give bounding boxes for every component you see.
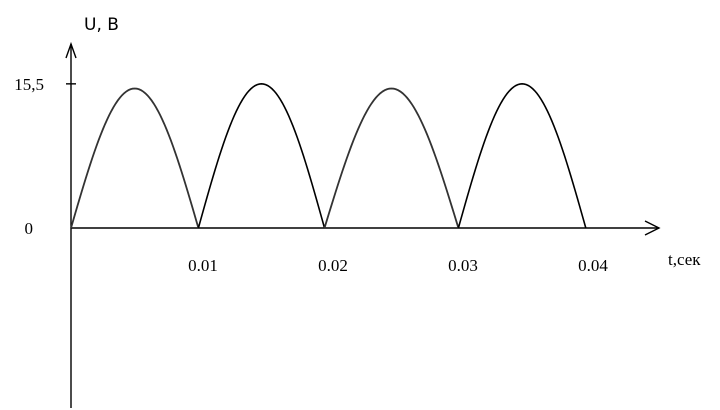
x-tick-label: 0.02 [318, 256, 348, 275]
x-axis-arrow [644, 220, 661, 236]
axes [65, 41, 661, 408]
x-axis-label: t,сек [668, 250, 701, 269]
y-tick-label: 0 [25, 219, 34, 238]
x-tick-label: 0.03 [448, 256, 478, 275]
y-axis-arrow [65, 41, 77, 59]
half-wave-arch-1 [70, 87, 200, 229]
x-tick-label: 0.01 [188, 256, 218, 275]
half-wave-arch-2 [197, 83, 326, 229]
labels: U, В t,сек [84, 15, 701, 269]
y-tick-labels: 015,5 [14, 75, 44, 238]
y-tick-label: 15,5 [14, 75, 44, 94]
x-tick-label: 0.04 [578, 256, 608, 275]
half-wave-arch-4 [457, 83, 587, 229]
x-tick-labels: 0.01 0.02 0.03 0.04 [188, 256, 608, 275]
voltage-series [70, 83, 587, 229]
y-axis-label: U, В [84, 15, 119, 35]
half-wave-arch-3 [323, 87, 460, 229]
